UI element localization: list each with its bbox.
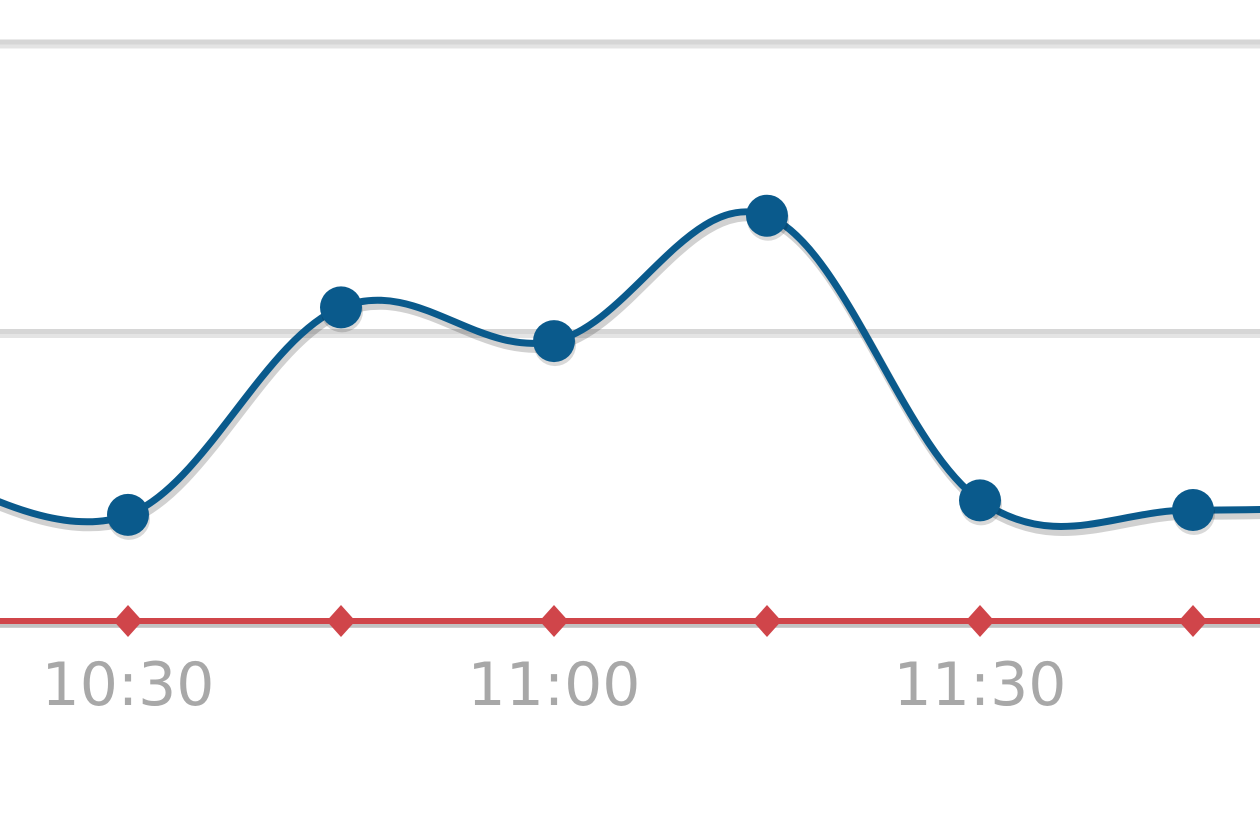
x-tick-label: 10:30	[42, 650, 215, 720]
primary-series-line	[0, 208, 1260, 530]
circle-marker	[746, 194, 788, 237]
diamond-marker	[539, 605, 569, 637]
circle-marker	[1172, 489, 1214, 532]
diamond-marker	[113, 605, 143, 637]
x-tick-label: 11:30	[894, 650, 1067, 720]
series-group	[0, 194, 1260, 637]
diamond-marker	[752, 605, 782, 637]
primary-series-line-shadow	[0, 212, 1260, 536]
circle-marker	[107, 493, 149, 536]
diamond-marker	[1178, 605, 1208, 637]
x-axis-tick-labels: 10:30 11:00 11:30	[42, 650, 1067, 720]
circle-marker	[533, 320, 575, 363]
circle-marker	[320, 286, 362, 329]
circle-marker	[959, 479, 1001, 522]
diamond-marker	[965, 605, 995, 637]
gridlines	[0, 39, 1260, 628]
diamond-marker	[326, 605, 356, 637]
x-tick-label: 11:00	[468, 650, 641, 720]
